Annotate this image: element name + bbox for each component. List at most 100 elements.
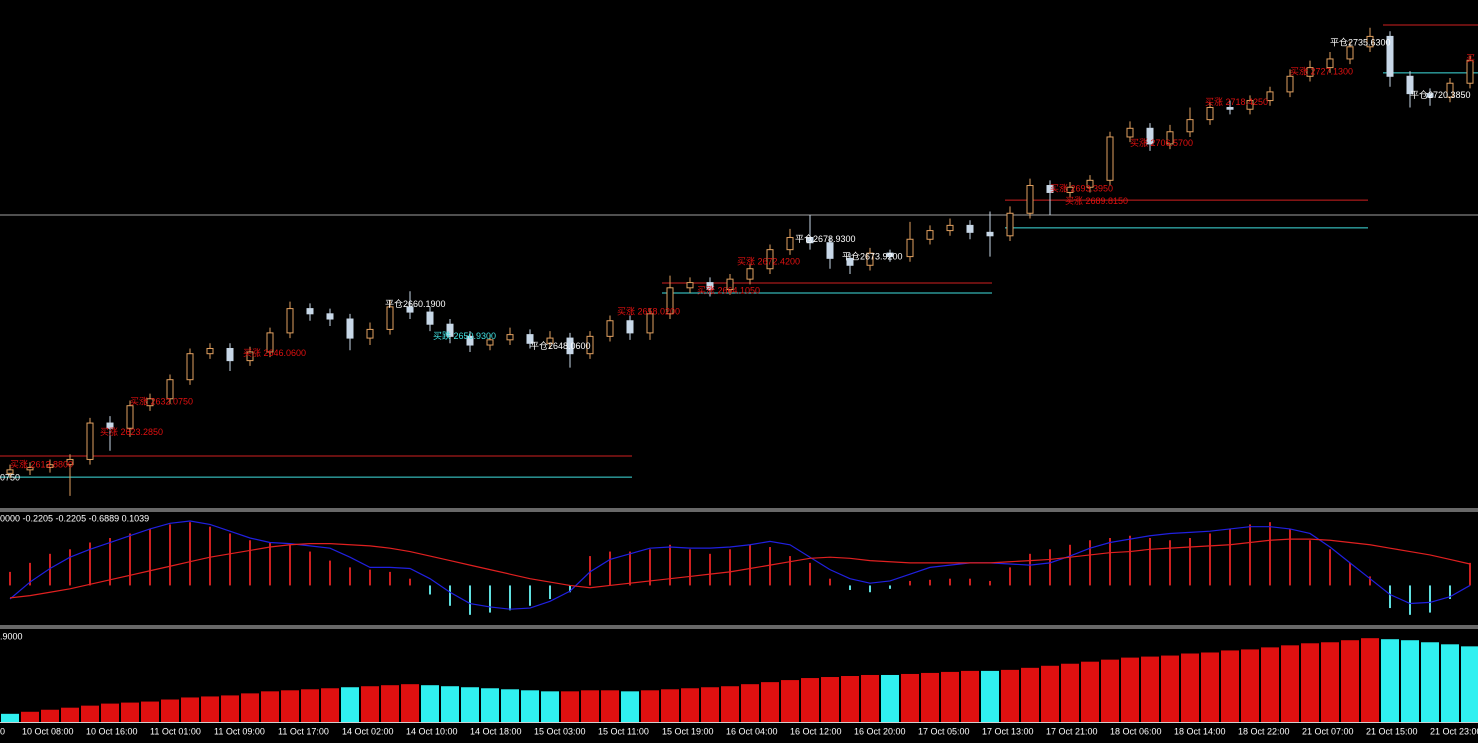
candle-body xyxy=(26,466,34,471)
bar xyxy=(1241,649,1259,722)
bar xyxy=(581,690,599,722)
x-tick-label: 18 Oct 22:00 xyxy=(1238,726,1290,736)
candle-body xyxy=(1286,75,1294,93)
candle-body xyxy=(546,337,554,344)
trade-label: 平仓2660.1900 xyxy=(385,298,446,309)
bar xyxy=(1001,669,1019,722)
candle-body xyxy=(406,306,414,313)
trade-label: 买涨 2613.8800 xyxy=(10,459,73,469)
trade-label: 买涨 2632.0750 xyxy=(130,396,193,406)
bar xyxy=(401,684,419,722)
bar xyxy=(621,691,639,722)
trade-label: 0750 xyxy=(0,473,20,483)
candle-body xyxy=(226,347,234,362)
bar xyxy=(1301,643,1319,722)
bar xyxy=(901,673,919,722)
bar xyxy=(1041,665,1059,722)
candle-body xyxy=(1206,106,1214,121)
bar xyxy=(1081,661,1099,722)
candle-body xyxy=(706,282,714,291)
indicator-header: 0000 -0.2205 -0.2205 -0.6889 0.1039 xyxy=(0,513,149,523)
candle-body xyxy=(766,249,774,270)
bar xyxy=(361,686,379,722)
indicator-header: .9000 xyxy=(0,631,23,641)
trade-label: 买涨 2718.4250 xyxy=(1205,97,1268,107)
bar xyxy=(1341,640,1359,722)
bar xyxy=(1121,657,1139,722)
candle-body xyxy=(966,224,974,233)
candle-body xyxy=(686,282,694,289)
bar xyxy=(1101,659,1119,722)
bar xyxy=(501,689,519,722)
x-tick-label: 11 Oct 01:00 xyxy=(150,726,201,736)
candle-body xyxy=(1186,119,1194,133)
trade-label: 买涨 2672.4200 xyxy=(737,256,800,266)
candle-body xyxy=(446,323,454,337)
candle-body xyxy=(1366,35,1374,48)
candle-body xyxy=(926,230,934,240)
bar xyxy=(141,701,159,722)
bar xyxy=(1261,647,1279,722)
candle-body xyxy=(306,308,314,315)
candle-body xyxy=(1266,91,1274,102)
candle-body xyxy=(1406,75,1414,95)
candle-body xyxy=(566,337,574,355)
candle-body xyxy=(266,332,274,353)
bar xyxy=(721,686,739,722)
bar xyxy=(1021,667,1039,722)
candle-body xyxy=(166,379,174,400)
x-tick-label: 10 Oct 08:00 xyxy=(22,726,74,736)
bar xyxy=(1401,640,1419,722)
bar xyxy=(261,691,279,722)
trade-label: 平仓2673.9200 xyxy=(842,250,903,261)
trade-label: 买涨 2623.2850 xyxy=(100,427,163,437)
x-tick-label: 16 Oct 20:00 xyxy=(854,726,906,736)
bar xyxy=(1461,646,1478,722)
trade-label: 买涨 2693.3950 xyxy=(1050,184,1113,194)
candle-body xyxy=(206,347,214,355)
bar xyxy=(941,671,959,722)
x-tick-label: 17 Oct 21:00 xyxy=(1046,726,1098,736)
bar xyxy=(801,678,819,722)
candle-body xyxy=(1386,35,1394,77)
bar xyxy=(81,705,99,722)
bar xyxy=(481,688,499,722)
bar xyxy=(641,690,659,722)
candle-body xyxy=(86,422,94,460)
bar xyxy=(161,699,179,722)
bar xyxy=(921,672,939,722)
candle-body xyxy=(246,351,254,362)
bar xyxy=(61,707,79,722)
candle-body xyxy=(1006,212,1014,237)
trade-label: 买涨 2689.8150 xyxy=(1065,196,1128,206)
x-tick-label: 15 Oct 11:00 xyxy=(598,726,649,736)
bar xyxy=(301,689,319,722)
candle-body xyxy=(1026,185,1034,214)
candle-body xyxy=(386,306,394,330)
trade-label: 买涨 2664.1050 xyxy=(697,285,760,295)
candle-body xyxy=(586,335,594,355)
candle-body xyxy=(886,252,894,258)
candle-body xyxy=(506,334,514,341)
bar xyxy=(981,670,999,722)
candle-body xyxy=(1166,131,1174,145)
trade-label: 买 xyxy=(1466,53,1475,63)
candle-body xyxy=(1126,127,1134,138)
x-tick-label: 16 Oct 12:00 xyxy=(790,726,842,736)
candle-body xyxy=(1146,127,1154,145)
bar xyxy=(321,688,339,722)
bar xyxy=(541,691,559,722)
candle-body xyxy=(746,268,754,280)
bar xyxy=(1421,642,1439,722)
candle-body xyxy=(366,328,374,339)
bar xyxy=(681,688,699,722)
candle-body xyxy=(126,405,134,429)
trade-label: 平仓2735.6300 xyxy=(1330,36,1391,47)
candle-body xyxy=(1446,82,1454,98)
candle-body xyxy=(986,231,994,237)
trade-label: 买跌 2650.9300 xyxy=(433,331,496,341)
candle-body xyxy=(6,469,14,474)
candle-body xyxy=(946,224,954,232)
x-tick-label: 18 Oct 14:00 xyxy=(1174,726,1226,736)
candle-body xyxy=(846,257,854,266)
